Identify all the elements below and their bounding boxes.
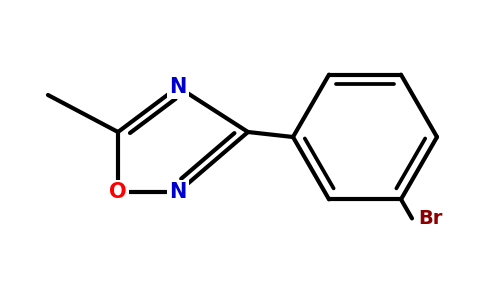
Text: O: O <box>109 182 127 202</box>
Text: N: N <box>169 182 187 202</box>
Text: Br: Br <box>418 209 442 228</box>
Text: N: N <box>169 77 187 97</box>
